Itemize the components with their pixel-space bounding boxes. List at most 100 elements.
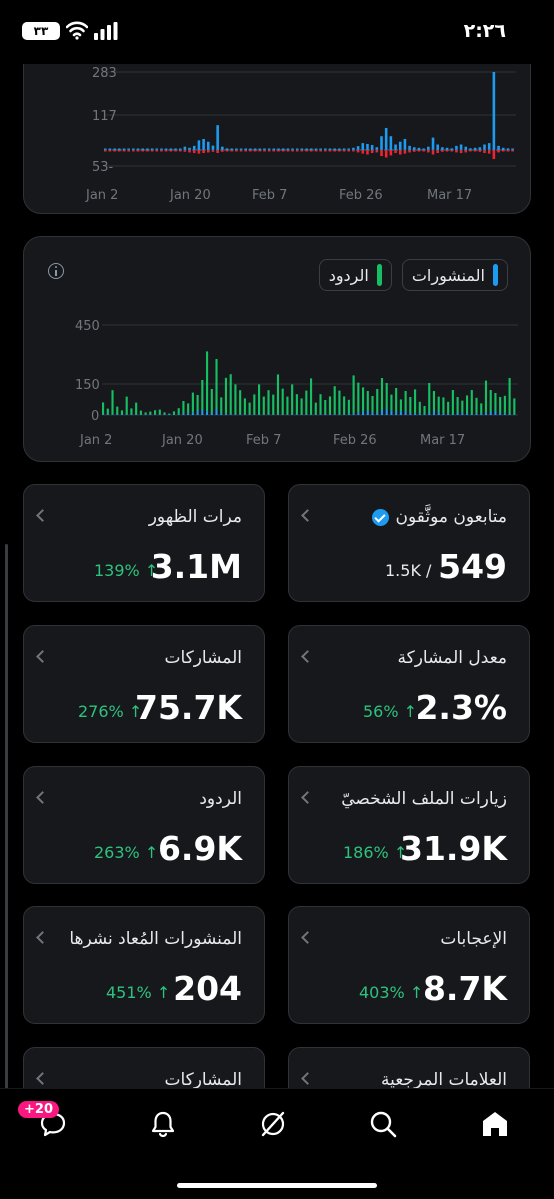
card-title: معدل المشاركة [397, 648, 507, 668]
legend-replies[interactable]: الردود [318, 259, 392, 291]
replies-bar [333, 150, 336, 152]
posts-bar [197, 140, 201, 150]
x-tick-label: Feb 7 [252, 188, 287, 203]
replies-bar [380, 150, 383, 157]
replies-bar [146, 150, 149, 152]
engagement-rate-card[interactable]: معدل المشاركة 2.3% 56% ↑ [288, 625, 530, 743]
posts-bar [455, 145, 458, 150]
tab-home[interactable] [480, 1109, 516, 1145]
replies-bar [508, 378, 511, 414]
posts-bar [492, 72, 496, 150]
posts-bar [249, 148, 252, 150]
replies-bar [172, 411, 176, 415]
posts-bar [442, 413, 445, 415]
posts-bar [258, 414, 261, 415]
tab-notifications[interactable] [148, 1109, 184, 1145]
y-tick-label: 450 [75, 319, 100, 334]
posts-bar [398, 141, 402, 150]
replies-bar [380, 378, 384, 410]
replies-bar [192, 150, 196, 154]
posts-bar [470, 414, 473, 415]
impressions-delta: 139% ↑ [94, 561, 159, 580]
replies-bar [399, 399, 402, 412]
posts-bar [291, 148, 294, 150]
posts-bar [258, 148, 262, 150]
posts-bar [508, 414, 511, 415]
posts-bar [300, 148, 304, 150]
posts-bar [178, 148, 182, 150]
posts-bar [389, 136, 393, 150]
info-icon[interactable] [48, 263, 64, 279]
bookmarks-card[interactable]: العلامات المرجعية [288, 1047, 530, 1088]
replies-delta: 263% ↑ [94, 843, 159, 862]
replies-bar [464, 150, 468, 153]
replies-bar [356, 150, 360, 153]
replies-bar [423, 406, 426, 414]
replies-bar [450, 150, 454, 152]
tab-search[interactable] [368, 1109, 404, 1145]
posts-bar [310, 414, 313, 415]
replies-bar [343, 396, 346, 415]
posts-replies-chart: 450 150 0 Jan 2 Jan 20 Feb 7 Feb 26 Mar 17 [75, 319, 518, 448]
replies-bar [347, 150, 351, 152]
replies-bar [229, 374, 232, 415]
verified-followers-card[interactable]: متابعون موثَّقون 549 1.5K / [288, 484, 530, 602]
posts-bar [202, 138, 205, 150]
posts-bar [239, 414, 242, 415]
posts-bar [494, 411, 497, 415]
replies-bar [277, 150, 280, 152]
posts-bar [216, 125, 219, 150]
replies-bar [116, 406, 119, 415]
replies-bar [395, 388, 398, 412]
posts-bar [196, 411, 199, 415]
replies-bar [475, 397, 478, 414]
replies-bar [210, 389, 213, 413]
home-indicator [177, 1183, 377, 1188]
replies-bar [127, 150, 130, 152]
replies-bar [455, 150, 458, 153]
replies-bar [398, 150, 402, 155]
bottom-tab-bar: +20 [0, 1088, 554, 1199]
posts-bar [144, 414, 147, 415]
legend-posts[interactable]: المنشورات [401, 259, 508, 291]
posts-bar [319, 148, 322, 150]
tab-messages[interactable] [38, 1109, 74, 1145]
replies-bar [404, 391, 407, 411]
replies-bar [104, 150, 107, 152]
posts-bar [191, 412, 194, 415]
replies-bar [497, 150, 500, 153]
engagements-card[interactable]: المشاركات 75.7K 276% ↑ [23, 625, 265, 743]
replies-bar [499, 397, 502, 413]
replies-bar [221, 150, 224, 152]
posts-bar [370, 145, 374, 150]
replies-bar [347, 399, 350, 414]
reposts-card[interactable]: المنشورات المُعاد نشرها 204 451% ↑ [23, 906, 265, 1024]
replies-bar [319, 394, 322, 415]
likes-value: 8.7K [422, 969, 507, 1008]
posts-bar [183, 146, 187, 150]
analytics-scroll-area[interactable]: 283 117 53- Jan 2 Jan 20 Feb 7 Feb 26 Mar 17 ال… [0, 64, 554, 1088]
shares-card[interactable]: المشاركات [23, 1047, 265, 1088]
y-tick-label: 0 [91, 409, 99, 424]
impressions-card[interactable]: مرات الظهور 3.1M 139% ↑ [23, 484, 265, 602]
replies-bar [489, 390, 492, 412]
profile-visits-card[interactable]: زيارات الملف الشخصيّ 31.9K 186% ↑ [288, 766, 530, 884]
posts-bar [399, 411, 402, 415]
replies-bar [244, 150, 248, 152]
posts-bar [210, 413, 213, 415]
posts-bar [229, 414, 232, 415]
likes-card[interactable]: الإعجابات 8.7K 403% ↑ [288, 906, 530, 1024]
replies-bar [328, 150, 332, 152]
tab-grok[interactable] [258, 1109, 294, 1145]
posts-bar [118, 148, 121, 150]
posts-bar [150, 148, 154, 150]
replies-bar [155, 150, 159, 152]
replies-bar [370, 150, 374, 154]
posts-bar [207, 141, 210, 150]
replies-card[interactable]: الردود 6.9K 263% ↑ [23, 766, 265, 884]
replies-bar [135, 402, 138, 415]
replies-bar [338, 390, 341, 415]
chevron-icon [36, 1072, 49, 1085]
replies-bar [125, 396, 128, 415]
posts-bar [291, 414, 294, 415]
